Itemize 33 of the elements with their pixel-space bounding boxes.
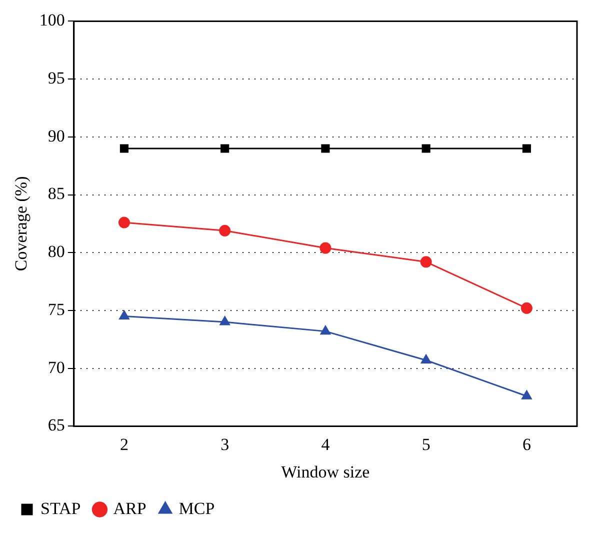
- y-tick-label: 100: [39, 10, 65, 30]
- point: [320, 326, 331, 335]
- point: [520, 302, 532, 314]
- x-tick-label: 2: [120, 434, 128, 454]
- y-tick-label: 90: [48, 126, 65, 146]
- x-tick-label: 5: [422, 434, 430, 454]
- point: [219, 224, 231, 236]
- point: [120, 144, 128, 153]
- y-tick-label: 65: [48, 416, 65, 435]
- y-tick-label: 70: [48, 358, 65, 377]
- x-tick-label: 3: [220, 434, 230, 454]
- point: [422, 144, 430, 153]
- point: [420, 256, 432, 268]
- point: [522, 144, 531, 153]
- legend-label: ARP: [113, 498, 146, 518]
- y-tick-label: 85: [48, 184, 65, 204]
- legend-label: STAP: [40, 498, 81, 518]
- y-axis-title: Coverage (%): [12, 176, 31, 272]
- y-tick-label: 75: [48, 300, 65, 319]
- point: [119, 310, 130, 320]
- legend-label: MCP: [178, 498, 215, 518]
- point: [321, 144, 330, 153]
- point: [220, 144, 230, 153]
- point: [320, 242, 332, 254]
- point: [118, 216, 130, 228]
- x-tick-label: 6: [522, 434, 531, 454]
- point: [220, 316, 230, 326]
- point: [420, 354, 432, 364]
- x-tick-label: 4: [321, 434, 330, 454]
- y-tick-label: 95: [48, 68, 65, 88]
- point: [522, 390, 532, 400]
- x-axis-title: Window size: [281, 462, 370, 482]
- y-tick-label: 80: [48, 242, 65, 262]
